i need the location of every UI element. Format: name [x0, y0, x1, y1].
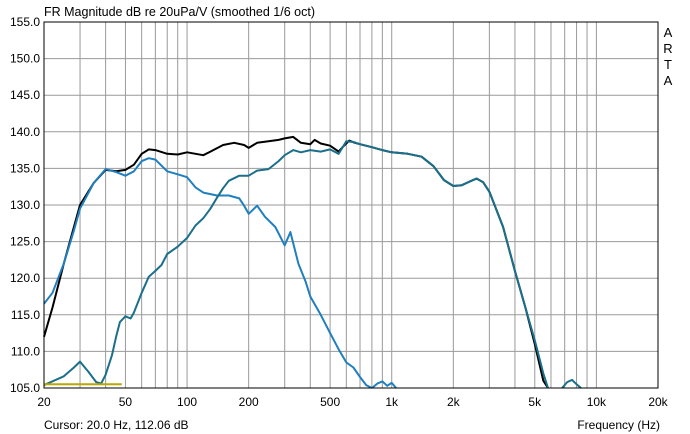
x-tick-label: 20k — [648, 395, 668, 409]
series-line-2 — [43, 157, 373, 389]
x-tick-label: 10k — [587, 395, 607, 409]
y-tick-label: 155.0 — [10, 15, 40, 29]
watermark-letter: T — [664, 57, 672, 72]
plot-frame — [43, 21, 659, 389]
x-tick-label: 2k — [447, 395, 461, 409]
x-tick-label: 500 — [320, 395, 340, 409]
y-tick-label: 140.0 — [10, 125, 40, 139]
grid-lines — [43, 21, 659, 389]
watermark-letter: A — [664, 73, 673, 88]
series-line-4 — [371, 380, 397, 389]
y-tick-label: 125.0 — [10, 235, 40, 249]
y-tick-label: 135.0 — [10, 161, 40, 175]
chart-title: FR Magnitude dB re 20uPa/V (smoothed 1/6… — [44, 5, 315, 19]
series-line-3 — [43, 140, 549, 389]
watermark-letter: R — [663, 41, 672, 56]
watermark-letter: A — [664, 25, 673, 40]
y-tick-label: 150.0 — [10, 52, 40, 66]
x-tick-label: 200 — [239, 395, 259, 409]
series-line-5 — [561, 378, 582, 389]
y-tick-label: 130.0 — [10, 198, 40, 212]
x-axis-label: Frequency (Hz) — [577, 418, 660, 432]
x-tick-label: 100 — [177, 395, 197, 409]
x-tick-label: 1k — [385, 395, 399, 409]
y-tick-label: 120.0 — [10, 271, 40, 285]
y-tick-label: 145.0 — [10, 88, 40, 102]
y-tick-label: 115.0 — [11, 308, 40, 322]
y-axis-ticks: 155.0 150.0 145.0 140.0 135.0 130.0 125.0 120.0… — [10, 15, 40, 395]
cursor-readout: Cursor: 20.0 Hz, 112.06 dB — [44, 418, 189, 432]
x-tick-label: 5k — [528, 395, 542, 409]
y-tick-label: 110.0 — [11, 344, 40, 358]
x-tick-label: 50 — [119, 395, 133, 409]
x-axis-ticks: 20 50 100 200 500 1k 2k 5k 10k 20k — [37, 395, 668, 409]
series-line-1 — [43, 135, 549, 389]
y-tick-label: 105.0 — [10, 381, 40, 395]
plot-area — [43, 135, 582, 389]
x-tick-label: 20 — [37, 395, 51, 409]
